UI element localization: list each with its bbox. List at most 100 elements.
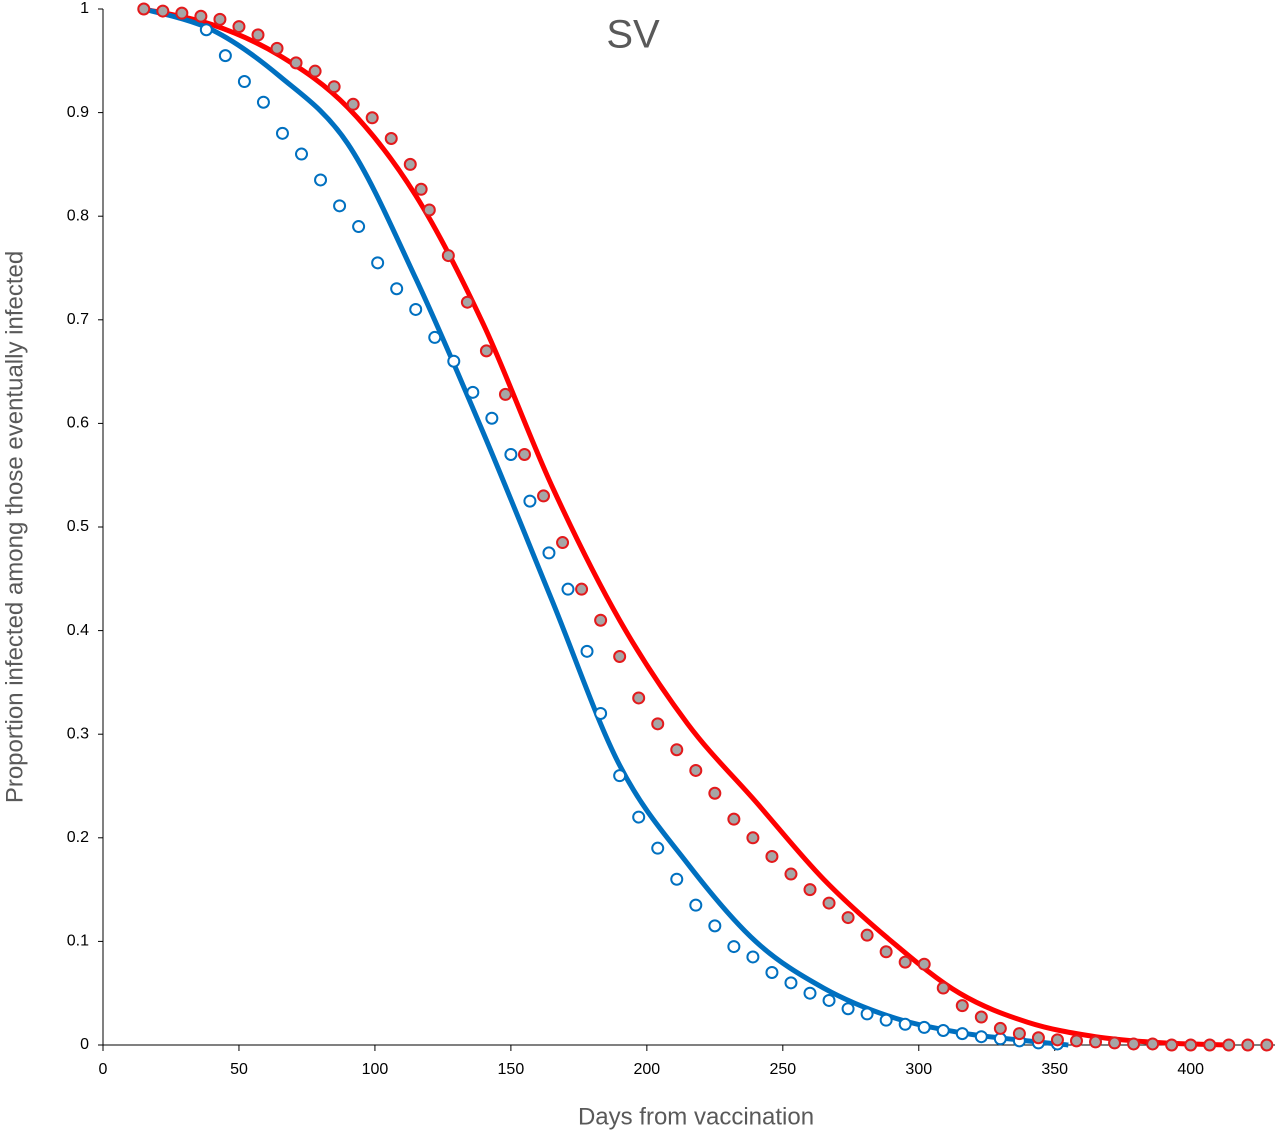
data-point — [613, 769, 627, 783]
x-tick-label: 150 — [498, 1061, 525, 1078]
x-tick-label: 0 — [99, 1061, 108, 1078]
y-tick-label: 0.8 — [67, 207, 89, 224]
data-point — [275, 126, 289, 140]
data-point — [1069, 1034, 1083, 1048]
data-point — [651, 841, 665, 855]
data-point — [1050, 1033, 1064, 1047]
data-point — [1089, 1035, 1103, 1049]
data-point — [199, 23, 213, 37]
data-point — [955, 1027, 969, 1041]
y-tick-label: 0.5 — [67, 518, 89, 535]
data-point — [632, 810, 646, 824]
x-tick-label: 300 — [905, 1061, 932, 1078]
data-point — [841, 1002, 855, 1016]
data-point — [504, 447, 518, 461]
data-point — [517, 447, 531, 461]
data-point — [993, 1021, 1007, 1035]
y-tick-label: 0.3 — [67, 725, 89, 742]
data-point — [137, 2, 151, 16]
data-point — [314, 173, 328, 187]
data-point — [365, 111, 379, 125]
data-point — [1203, 1038, 1217, 1052]
data-point — [251, 28, 265, 42]
data-point — [841, 911, 855, 925]
data-point — [295, 147, 309, 161]
data-point — [822, 896, 836, 910]
chart-title: SV — [606, 13, 660, 57]
data-point — [594, 613, 608, 627]
y-axis-label: Proportion infected among those eventual… — [1, 251, 28, 803]
y-tick-label: 0 — [80, 1036, 89, 1053]
data-point — [384, 132, 398, 145]
x-axis-label: Days from vaccination — [578, 1103, 814, 1130]
data-point — [594, 706, 608, 720]
data-point — [308, 64, 322, 78]
data-point — [441, 249, 455, 263]
data-point — [860, 928, 874, 942]
data-point — [727, 940, 741, 954]
data-point — [746, 831, 760, 845]
data-point — [917, 1020, 931, 1034]
data-point — [1241, 1038, 1255, 1052]
data-point — [689, 898, 703, 912]
data-point — [708, 919, 722, 933]
y-tick-label: 0.2 — [67, 829, 89, 846]
data-point — [371, 256, 385, 270]
data-point — [1222, 1038, 1236, 1052]
data-point — [479, 344, 493, 358]
data-point — [898, 1017, 912, 1031]
data-point — [670, 743, 684, 757]
data-point — [213, 12, 227, 26]
data-point — [523, 494, 537, 508]
data-point — [746, 950, 760, 964]
data-point — [1165, 1038, 1179, 1052]
data-point — [556, 536, 570, 550]
data-point — [1260, 1038, 1274, 1052]
y-tick-label: 0.6 — [67, 415, 89, 432]
data-point — [447, 354, 461, 368]
data-point — [898, 955, 912, 969]
y-tick-label: 1 — [80, 0, 89, 17]
data-point — [613, 650, 627, 663]
x-tick-label: 100 — [362, 1061, 389, 1078]
data-point — [974, 1010, 988, 1024]
data-point — [1146, 1037, 1160, 1051]
data-point — [498, 387, 512, 401]
y-tick-label: 0.4 — [67, 622, 89, 639]
data-point — [333, 199, 347, 213]
data-point — [218, 49, 232, 63]
data-point — [955, 999, 969, 1013]
data-point — [390, 282, 404, 296]
data-point — [466, 385, 480, 399]
data-point — [175, 6, 189, 20]
data-point — [580, 644, 594, 658]
data-point — [993, 1032, 1007, 1046]
data-point — [803, 883, 817, 897]
data-point — [708, 786, 722, 800]
data-point — [917, 957, 931, 971]
data-point — [460, 295, 474, 309]
data-point — [409, 302, 423, 316]
data-point — [428, 330, 442, 344]
x-tick-label: 350 — [1041, 1061, 1068, 1078]
data-point — [422, 203, 436, 217]
data-point — [270, 41, 284, 55]
data-point — [561, 582, 575, 596]
y-tick-label: 0.7 — [67, 311, 89, 328]
data-point — [765, 849, 779, 863]
data-point — [936, 981, 950, 995]
data-point — [232, 20, 246, 34]
x-tick-label: 200 — [633, 1061, 660, 1078]
x-tick-label: 400 — [1177, 1061, 1204, 1078]
data-point — [974, 1030, 988, 1044]
data-point — [237, 75, 251, 89]
data-point — [414, 182, 428, 196]
data-point — [327, 80, 341, 94]
fit-line — [143, 6, 1232, 1048]
data-point — [403, 157, 417, 171]
fit-line — [143, 6, 1069, 1048]
data-point — [1127, 1037, 1141, 1051]
y-tick-label: 0.1 — [67, 933, 89, 950]
data-point — [1108, 1036, 1122, 1050]
